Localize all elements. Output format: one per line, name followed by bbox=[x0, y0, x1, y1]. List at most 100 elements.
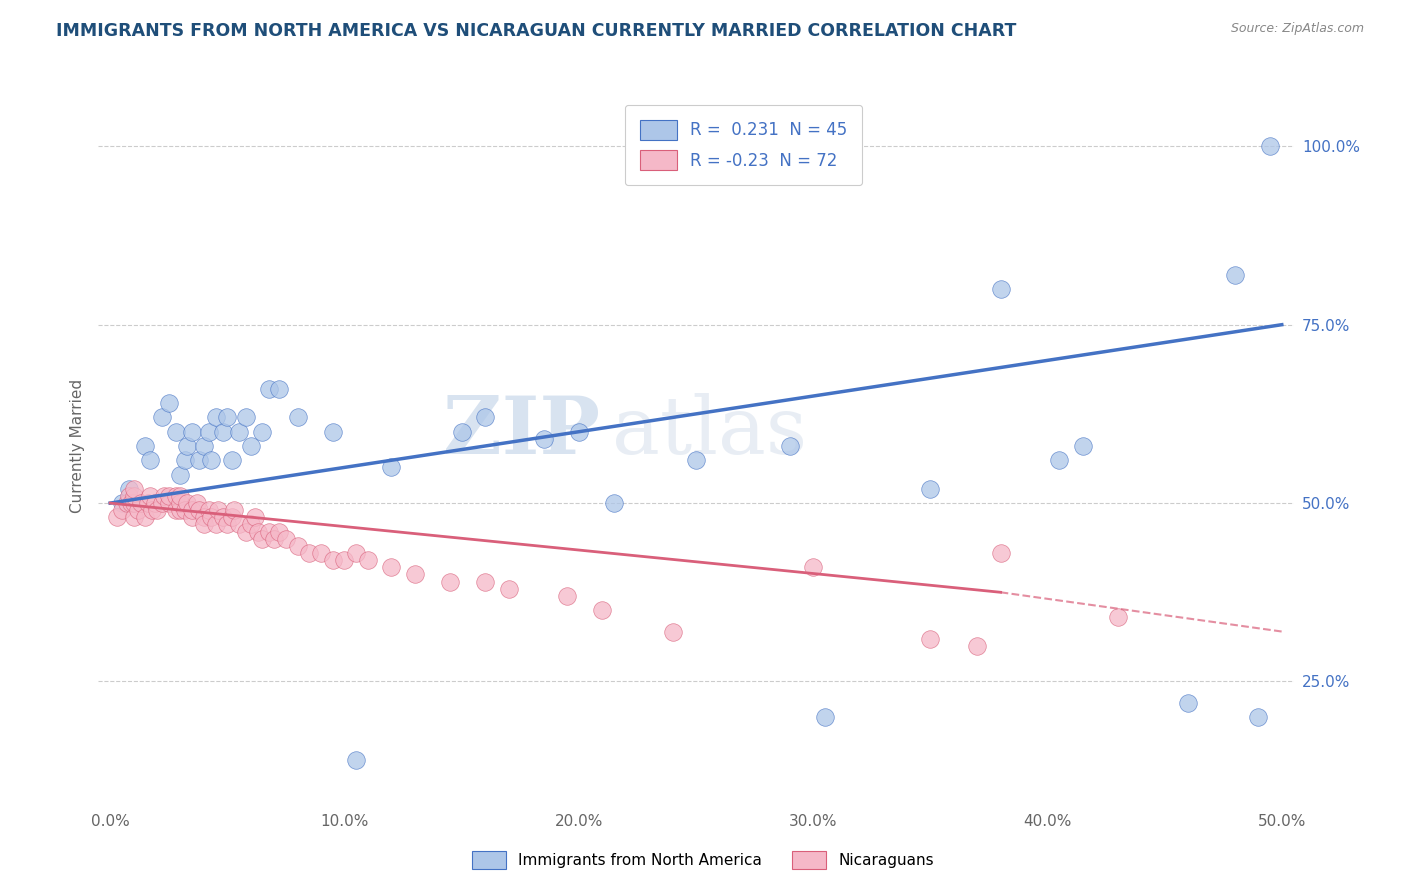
Point bbox=[920, 482, 942, 496]
Point bbox=[122, 489, 145, 503]
Point bbox=[263, 532, 285, 546]
Point bbox=[120, 496, 142, 510]
Point bbox=[221, 453, 243, 467]
Point bbox=[186, 496, 208, 510]
Point bbox=[380, 560, 402, 574]
Point bbox=[193, 510, 215, 524]
Point bbox=[450, 425, 472, 439]
Point bbox=[134, 439, 156, 453]
Text: atlas: atlas bbox=[613, 392, 807, 471]
Point bbox=[169, 489, 191, 503]
Point bbox=[287, 410, 309, 425]
Point bbox=[259, 524, 281, 539]
Point bbox=[533, 432, 555, 446]
Point bbox=[111, 496, 134, 510]
Legend: Immigrants from North America, Nicaraguans: Immigrants from North America, Nicaragua… bbox=[465, 845, 941, 875]
Point bbox=[200, 510, 222, 524]
Point bbox=[555, 589, 578, 603]
Point bbox=[1258, 139, 1281, 153]
Point bbox=[211, 510, 233, 524]
Point bbox=[188, 453, 211, 467]
Point bbox=[309, 546, 332, 560]
Point bbox=[814, 710, 837, 724]
Point bbox=[228, 517, 250, 532]
Point bbox=[1177, 696, 1199, 710]
Point bbox=[193, 517, 215, 532]
Point bbox=[211, 425, 233, 439]
Point bbox=[1047, 453, 1070, 467]
Point bbox=[197, 503, 219, 517]
Point bbox=[204, 517, 226, 532]
Point bbox=[568, 425, 591, 439]
Point bbox=[200, 453, 222, 467]
Point bbox=[498, 582, 520, 596]
Point bbox=[259, 382, 281, 396]
Point bbox=[141, 503, 163, 517]
Point bbox=[146, 503, 169, 517]
Point bbox=[122, 496, 145, 510]
Point bbox=[322, 425, 344, 439]
Point bbox=[221, 510, 243, 524]
Point bbox=[474, 574, 496, 589]
Point bbox=[157, 496, 180, 510]
Point bbox=[357, 553, 380, 567]
Point bbox=[129, 496, 152, 510]
Point bbox=[118, 482, 141, 496]
Point bbox=[591, 603, 613, 617]
Point bbox=[150, 410, 173, 425]
Point bbox=[115, 496, 138, 510]
Point bbox=[139, 453, 162, 467]
Point bbox=[239, 517, 262, 532]
Point bbox=[217, 410, 239, 425]
Point bbox=[157, 396, 180, 410]
Point bbox=[153, 489, 176, 503]
Point bbox=[235, 524, 257, 539]
Point bbox=[139, 489, 162, 503]
Point bbox=[920, 632, 942, 646]
Point bbox=[1223, 268, 1246, 282]
Text: ZIP: ZIP bbox=[443, 392, 600, 471]
Point bbox=[235, 410, 257, 425]
Point bbox=[150, 496, 173, 510]
Point bbox=[474, 410, 496, 425]
Point bbox=[333, 553, 356, 567]
Point bbox=[176, 439, 198, 453]
Point bbox=[779, 439, 801, 453]
Point bbox=[174, 453, 197, 467]
Point bbox=[207, 503, 229, 517]
Point bbox=[165, 425, 187, 439]
Point bbox=[204, 410, 226, 425]
Point bbox=[287, 539, 309, 553]
Point bbox=[181, 425, 204, 439]
Text: Source: ZipAtlas.com: Source: ZipAtlas.com bbox=[1230, 22, 1364, 36]
Point bbox=[136, 496, 159, 510]
Point bbox=[169, 503, 191, 517]
Point bbox=[1247, 710, 1270, 724]
Point bbox=[1071, 439, 1094, 453]
Text: IMMIGRANTS FROM NORTH AMERICA VS NICARAGUAN CURRENTLY MARRIED CORRELATION CHART: IMMIGRANTS FROM NORTH AMERICA VS NICARAG… bbox=[56, 22, 1017, 40]
Point bbox=[404, 567, 426, 582]
Point bbox=[252, 425, 274, 439]
Point bbox=[990, 282, 1012, 296]
Point bbox=[197, 425, 219, 439]
Point bbox=[169, 467, 191, 482]
Point bbox=[245, 510, 267, 524]
Point bbox=[801, 560, 824, 574]
Point bbox=[439, 574, 461, 589]
Point bbox=[122, 482, 145, 496]
Point bbox=[127, 503, 149, 517]
Point bbox=[143, 496, 166, 510]
Point bbox=[267, 524, 290, 539]
Point bbox=[122, 510, 145, 524]
Point bbox=[239, 439, 262, 453]
Point bbox=[165, 489, 187, 503]
Point bbox=[990, 546, 1012, 560]
Point bbox=[165, 503, 187, 517]
Point bbox=[252, 532, 274, 546]
Legend: R =  0.231  N = 45, R = -0.23  N = 72: R = 0.231 N = 45, R = -0.23 N = 72 bbox=[626, 104, 862, 186]
Point bbox=[246, 524, 269, 539]
Point bbox=[118, 489, 141, 503]
Point bbox=[344, 753, 367, 767]
Point bbox=[322, 553, 344, 567]
Point bbox=[1107, 610, 1129, 624]
